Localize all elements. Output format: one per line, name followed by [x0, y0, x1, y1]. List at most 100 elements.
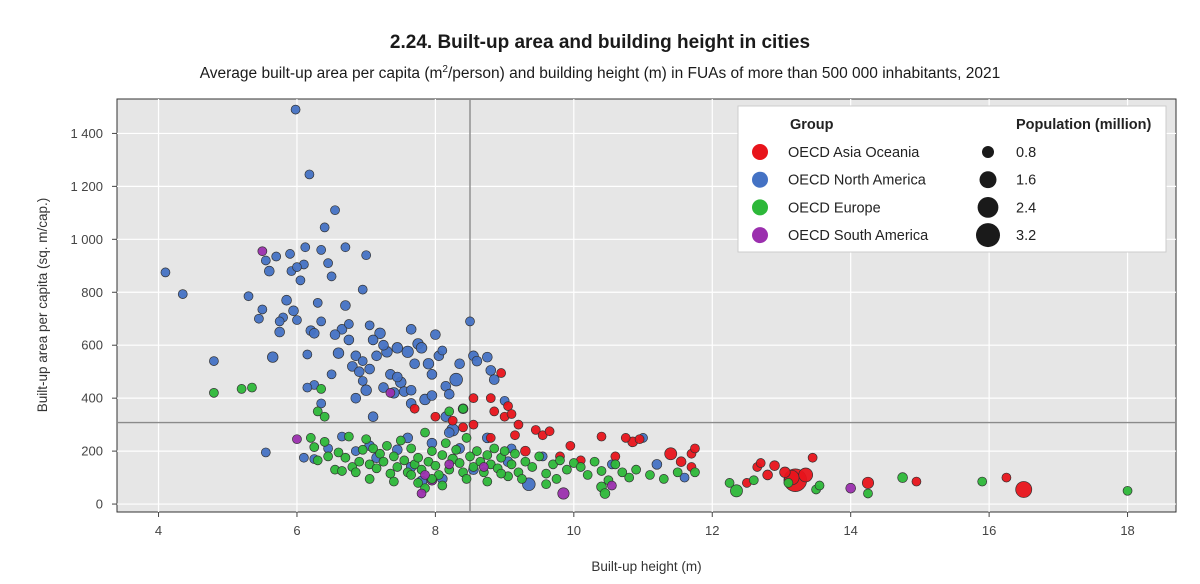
- data-point: [482, 450, 493, 460]
- data-point: [409, 358, 420, 370]
- data-point: [911, 476, 922, 487]
- data-point: [316, 316, 327, 327]
- data-point: [371, 463, 382, 474]
- y-axis-label: Built-up area per capita (sq. m/cap.): [35, 198, 50, 413]
- data-point: [679, 472, 690, 483]
- data-point: [443, 388, 455, 400]
- data-point: [378, 456, 389, 467]
- data-point: [367, 334, 379, 346]
- data-point: [329, 329, 341, 340]
- x-axis-label: Built-up height (m): [591, 559, 701, 574]
- data-point: [340, 300, 351, 311]
- data-point: [364, 363, 375, 375]
- data-point: [506, 409, 517, 419]
- data-point: [510, 430, 520, 441]
- data-point: [783, 478, 794, 488]
- data-point: [415, 342, 428, 354]
- data-point: [395, 435, 406, 446]
- data-point: [520, 445, 531, 457]
- data-point: [391, 342, 403, 354]
- x-axis-ticks: 4 6 8 10 12 14 16 18: [155, 512, 1135, 538]
- data-point: [385, 468, 396, 479]
- chart-title: 2.24. Built-up area and building height …: [389, 32, 811, 53]
- data-point: [645, 470, 655, 480]
- data-point: [288, 305, 299, 317]
- data-point: [375, 448, 385, 459]
- data-point: [430, 329, 441, 340]
- data-point: [309, 442, 320, 452]
- data-point: [378, 382, 389, 393]
- data-point: [488, 374, 500, 385]
- data-point: [589, 456, 600, 467]
- data-point: [413, 478, 423, 488]
- data-point: [243, 291, 254, 302]
- data-point: [343, 334, 355, 346]
- data-point: [499, 446, 510, 456]
- y-tick-label: 0: [96, 497, 103, 512]
- data-point: [496, 468, 506, 479]
- data-point: [485, 393, 496, 404]
- data-point: [651, 459, 663, 470]
- data-point: [295, 275, 306, 286]
- data-point: [326, 369, 337, 380]
- data-point: [422, 358, 435, 370]
- data-point: [378, 339, 389, 351]
- data-point: [769, 460, 780, 471]
- data-point: [449, 372, 463, 387]
- legend: Group Population (million) OECD Asia Oce…: [737, 105, 1167, 253]
- data-point: [374, 327, 386, 339]
- data-point: [443, 427, 455, 438]
- data-point: [406, 470, 417, 480]
- x-tick-label: 16: [982, 523, 996, 538]
- data-point: [312, 298, 323, 308]
- data-point: [1001, 472, 1012, 483]
- data-point: [451, 444, 462, 455]
- data-point: [401, 345, 414, 358]
- data-point: [332, 347, 345, 359]
- data-point: [730, 484, 743, 498]
- data-point: [489, 443, 500, 454]
- data-point: [861, 476, 875, 489]
- data-point: [779, 466, 791, 478]
- data-point: [247, 382, 257, 393]
- data-point: [364, 474, 375, 484]
- x-tick-label: 18: [1120, 523, 1134, 538]
- data-point: [482, 476, 493, 487]
- data-point: [406, 443, 417, 454]
- data-point: [620, 433, 631, 443]
- legend-group-label: OECD Europe: [788, 200, 881, 216]
- data-point: [312, 406, 323, 417]
- data-point: [496, 368, 506, 378]
- data-point: [458, 422, 468, 433]
- data-point: [1122, 485, 1133, 496]
- data-point: [690, 443, 700, 454]
- data-point: [517, 474, 527, 484]
- data-point: [257, 246, 268, 257]
- data-point: [427, 446, 437, 456]
- y-tick-label: 1 200: [70, 179, 103, 194]
- data-point: [977, 476, 988, 487]
- data-point: [323, 451, 333, 462]
- data-point: [263, 265, 275, 277]
- legend-group-marker: [752, 227, 768, 244]
- data-point: [385, 388, 396, 398]
- data-point: [658, 474, 669, 484]
- legend-group-marker: [752, 144, 768, 160]
- data-point: [399, 455, 410, 466]
- data-point: [357, 444, 368, 455]
- data-point: [319, 411, 330, 422]
- data-point: [541, 468, 551, 479]
- data-point: [582, 470, 593, 480]
- y-tick-label: 800: [81, 285, 103, 300]
- data-point: [664, 447, 678, 461]
- data-point: [316, 245, 327, 255]
- data-point: [530, 425, 541, 435]
- legend-sizes: 0.8 1.6 2.4 3.2: [976, 145, 1036, 248]
- y-axis-ticks: 0 200 400 600 800 1 000 1 200 1 400: [70, 126, 117, 512]
- data-point: [236, 384, 247, 394]
- data-point: [607, 480, 617, 491]
- data-point: [454, 358, 465, 370]
- legend-group-marker: [752, 171, 768, 188]
- data-point: [281, 294, 292, 306]
